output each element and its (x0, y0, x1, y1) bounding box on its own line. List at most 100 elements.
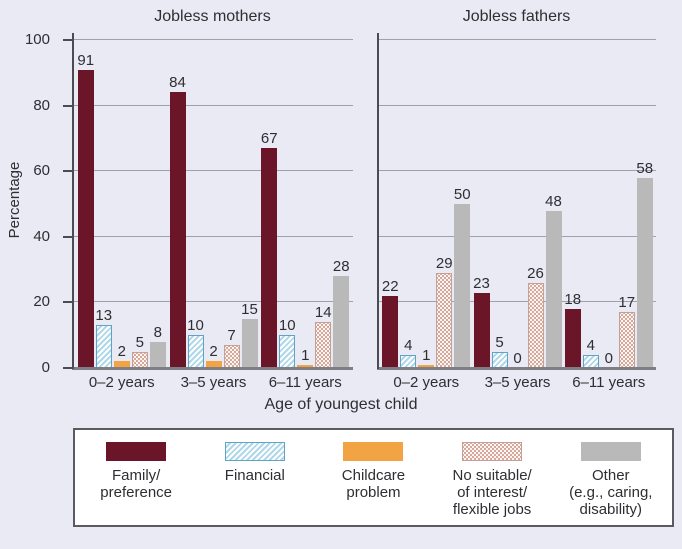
y-tick-label: 20 (33, 293, 50, 311)
bar-slot: 18 (564, 290, 582, 368)
bar-value-label: 1 (422, 346, 431, 364)
y-axis-line (72, 33, 74, 369)
bar-group: 18 4 0 17 58 (564, 159, 654, 368)
panel-fathers: 22 4 1 29 50 23 5 0 26 48 18 4 0 17 58 0–2 years 3–5 ye… (377, 33, 656, 391)
gridline (377, 39, 656, 40)
legend: Family/ preference Financial Childcare p… (73, 428, 674, 527)
bar-value-label: 17 (618, 294, 636, 312)
bar-group: 84 10 2 7 15 (169, 74, 258, 368)
bar-value-label: 15 (241, 300, 258, 318)
bar-value-label: 1 (301, 346, 310, 364)
y-tick-label: 40 (33, 227, 50, 245)
bar-slot: 50 (454, 186, 471, 368)
y-tick-mark (63, 367, 72, 369)
bar-slot: 84 (169, 74, 186, 368)
category-labels: 0–2 years 3–5 years 6–11 years (74, 374, 353, 391)
legend-item-no-suitable-jobs: No suitable/ of interest/ flexible jobs (435, 442, 550, 518)
bar-slot: 26 (527, 265, 544, 368)
bar-value-label: 10 (278, 317, 296, 335)
bar-slot: 28 (332, 258, 350, 368)
bar (149, 341, 166, 368)
childcare-problem-swatch (343, 442, 404, 461)
bar-value-label: 28 (332, 258, 350, 276)
panel-mothers: 91 13 2 5 8 84 10 2 7 15 67 10 1 14 28 0–2 years 3–5 ye… (63, 33, 353, 391)
bar-groups: 22 4 1 29 50 23 5 0 26 48 18 4 0 17 58 (379, 40, 656, 368)
bar (315, 322, 332, 368)
bar-value-label: 7 (227, 327, 236, 345)
x-tick-label: 3–5 years (484, 374, 551, 391)
x-tick-label: 0–2 years (88, 374, 155, 391)
bar-slot: 1 (418, 346, 435, 368)
bar-slot: 0 (601, 350, 617, 368)
bar-slot: 29 (435, 254, 453, 368)
gridline (72, 39, 353, 40)
bar-slot: 14 (314, 304, 332, 368)
bar-group: 67 10 1 14 28 (261, 130, 350, 368)
bar-slot: 58 (636, 159, 654, 368)
gridline (72, 301, 353, 303)
bar-slot: 2 (113, 343, 130, 368)
bar-group: 23 5 0 26 48 (473, 193, 562, 368)
bar-slot: 8 (149, 324, 166, 368)
x-tick-label: 6–11 years (572, 374, 646, 391)
legend-label: Family/ preference (100, 467, 173, 501)
y-tick-mark (63, 39, 72, 41)
bar (582, 354, 599, 368)
bar-slot: 2 (205, 343, 222, 368)
y-tick-mark (63, 104, 72, 107)
x-axis-line (377, 367, 656, 370)
gridline (377, 301, 656, 303)
bar-groups: 91 13 2 5 8 84 10 2 7 15 67 10 1 14 28 (74, 40, 353, 368)
y-tick-label: 60 (33, 162, 50, 180)
bar-value-label: 14 (314, 304, 332, 322)
gridline (72, 235, 353, 237)
bar-value-label: 22 (381, 277, 399, 295)
x-tick-label: 3–5 years (180, 374, 247, 391)
bar-slot: 7 (223, 327, 240, 368)
bar-value-label: 5 (495, 333, 504, 351)
bar (261, 148, 278, 368)
no-suitable-jobs-swatch (462, 442, 523, 461)
bar (454, 204, 471, 368)
gridline (377, 235, 656, 237)
family-preference-swatch (106, 442, 167, 461)
bar (169, 92, 186, 368)
bar-slot: 10 (278, 317, 296, 368)
y-tick-mark (63, 301, 72, 304)
bar (187, 335, 204, 368)
bar-slot: 1 (297, 346, 314, 368)
y-tick-mark (63, 170, 72, 173)
legend-item-childcare-problem: Childcare problem (316, 442, 431, 501)
bar-slot: 15 (241, 300, 258, 368)
bar-value-label: 4 (404, 336, 413, 354)
bar-slot: 91 (77, 52, 94, 368)
bar-value-label: 18 (564, 290, 582, 308)
other-swatch (580, 442, 641, 461)
bar-slot: 67 (261, 130, 278, 368)
legend-item-other: Other (e.g., caring, disability) (553, 442, 668, 518)
legend-label: No suitable/ of interest/ flexible jobs (452, 467, 532, 518)
bar-value-label: 23 (473, 274, 490, 292)
bar-slot: 0 (510, 350, 526, 368)
y-tick-mark (63, 235, 72, 238)
bar (95, 325, 112, 368)
bar (223, 345, 240, 368)
bar (400, 354, 417, 368)
bar-slot: 4 (400, 336, 417, 368)
bar-slot: 13 (95, 307, 113, 368)
bar (77, 69, 94, 368)
bar (205, 361, 222, 368)
x-axis-line (72, 367, 353, 370)
bar-value-label: 2 (209, 343, 218, 361)
legend-label: Financial (224, 467, 285, 484)
bar-value-label: 13 (95, 307, 113, 325)
bar-slot: 48 (545, 193, 562, 368)
bar (636, 177, 653, 368)
panel-title-fathers: Jobless fathers (462, 8, 571, 25)
bar-slot: 5 (131, 334, 148, 368)
bar (545, 210, 562, 368)
y-axis-ticks: 0 20 40 60 80 100 (24, 31, 64, 376)
bar-value-label: 58 (636, 159, 654, 177)
bar-value-label: 29 (435, 254, 453, 272)
